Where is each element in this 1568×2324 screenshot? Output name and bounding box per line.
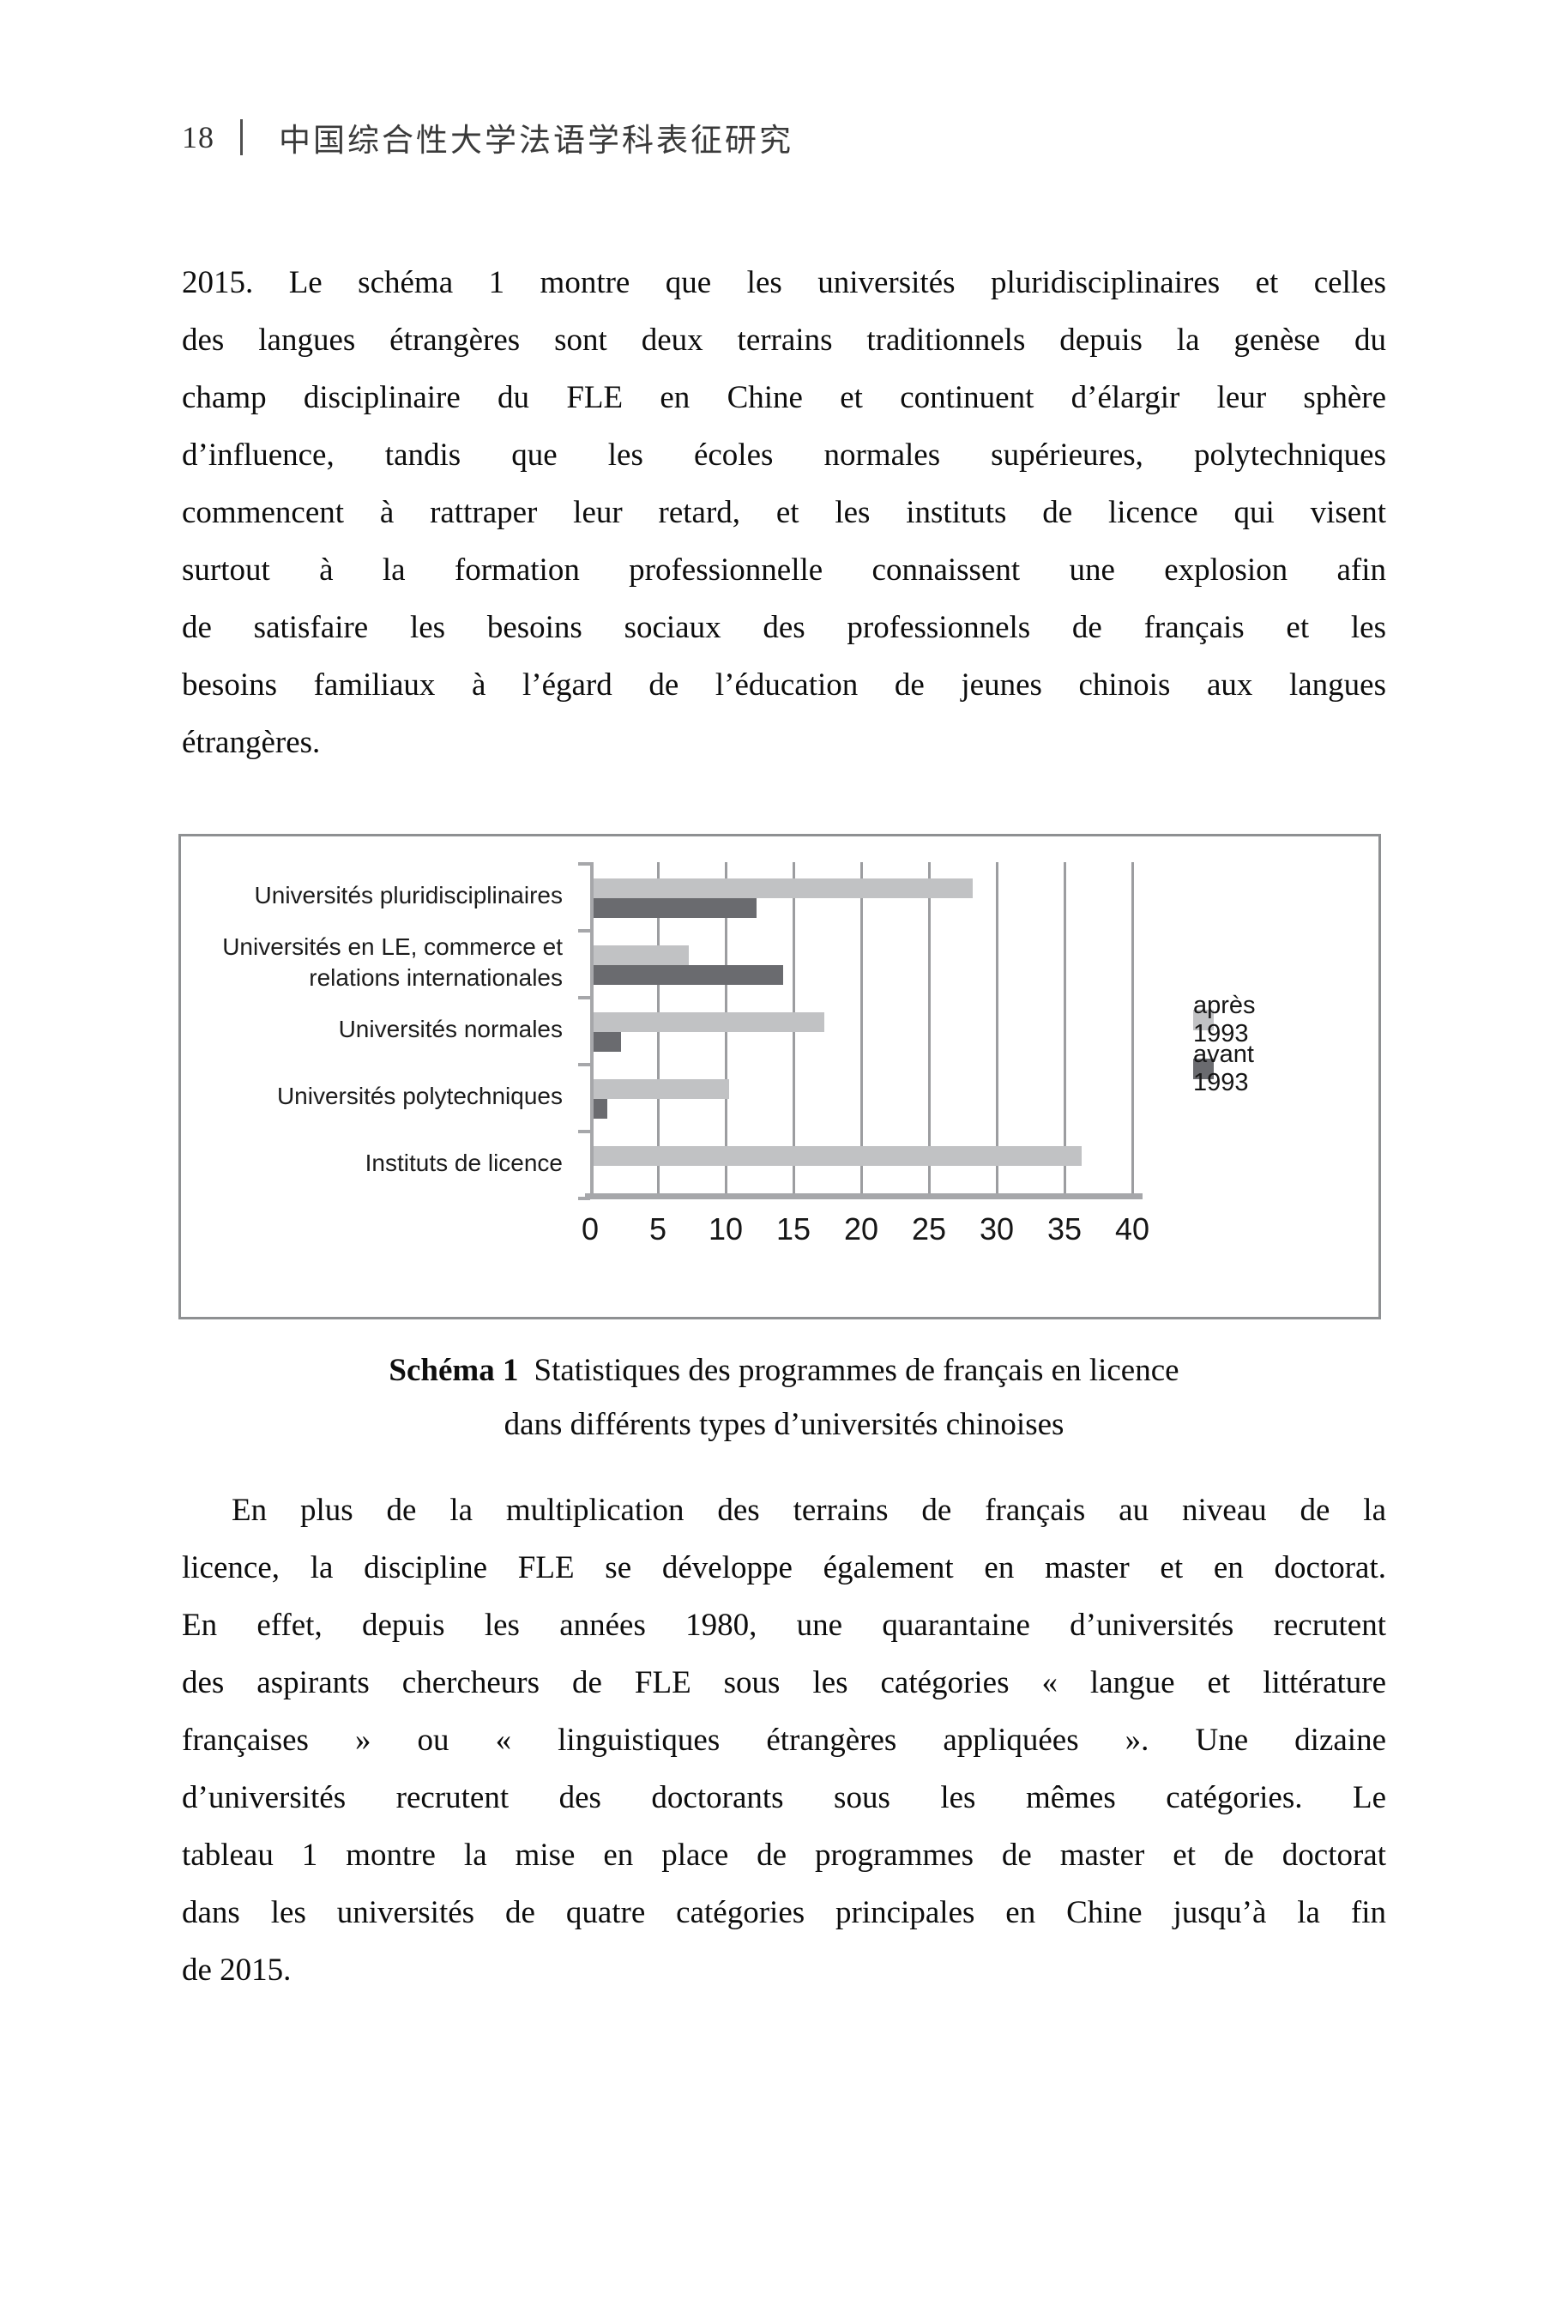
- figure-caption: Schéma 1 Statistiques des programmes de f…: [182, 1343, 1386, 1452]
- x-tick-label: 5: [648, 1211, 667, 1247]
- text-line: En effet, depuis les années 1980, une qu…: [182, 1608, 1386, 1643]
- text-line: licence, la discipline FLE se développe …: [182, 1550, 1386, 1585]
- text-line: françaises » ou « linguistiques étrangèr…: [182, 1723, 1386, 1758]
- legend-item: après 1993: [1193, 992, 1256, 1047]
- x-tick-label: 30: [979, 1211, 1015, 1247]
- x-tick-label: 0: [581, 1211, 600, 1247]
- bar: [594, 945, 689, 965]
- text-line: des langues étrangères sont deux terrain…: [182, 323, 1386, 358]
- legend-swatch: [1193, 1010, 1214, 1030]
- x-axis-line: [585, 1193, 1143, 1199]
- text-line: des aspirants chercheurs de FLE sous les…: [182, 1665, 1386, 1700]
- gridline: [928, 862, 931, 1194]
- legend-item: avant 1993: [1193, 1041, 1254, 1096]
- running-header: 18 中国综合性大学法语学科表征研究: [182, 115, 793, 160]
- text-line: d’universités recrutent des doctorants s…: [182, 1780, 1386, 1815]
- text-line: d’influence, tandis que les écoles norma…: [182, 438, 1386, 473]
- bar: [594, 1012, 824, 1032]
- y-axis-tick: [578, 996, 590, 999]
- bar: [594, 898, 757, 918]
- caption-label: Schéma 1: [389, 1353, 519, 1388]
- text-line: tableau 1 montre la mise en place de pro…: [182, 1838, 1386, 1873]
- legend-swatch: [1193, 1059, 1214, 1079]
- y-axis-tick: [578, 929, 590, 933]
- page-number: 18: [182, 120, 214, 154]
- text-line: étrangères.: [182, 725, 321, 760]
- legend-label: avant 1993: [1193, 1041, 1254, 1096]
- x-tick-label: 40: [1114, 1211, 1150, 1247]
- caption-text: Statistiques des programmes de français …: [534, 1353, 1179, 1388]
- y-axis-tick: [578, 862, 590, 866]
- text-line: surtout à la formation professionnelle c…: [182, 552, 1386, 588]
- gridline: [1064, 862, 1066, 1194]
- book-title: 中国综合性大学法语学科表征研究: [279, 124, 793, 159]
- category-label: Universités en LE, commerce et relations…: [222, 933, 563, 991]
- y-axis-tick: [578, 1197, 590, 1200]
- bar: [594, 1079, 729, 1099]
- caption-line-2: dans différents types d’universités chin…: [504, 1407, 1064, 1442]
- bar: [594, 1146, 1082, 1166]
- x-tick-label: 15: [775, 1211, 811, 1247]
- text-line: dans les universités de quatre catégorie…: [182, 1895, 1386, 1930]
- header-divider: [240, 119, 243, 155]
- caption-line-1: Schéma 1 Statistiques des programmes de f…: [182, 1343, 1386, 1397]
- text-line: commencent à rattraper leur retard, et l…: [182, 495, 1386, 530]
- paragraph-2: En plus de la multiplication des terrain…: [182, 1482, 1386, 1999]
- bar: [594, 965, 784, 985]
- gridline: [1131, 862, 1134, 1194]
- bar-chart-figure: Universités pluridisciplinaires Universit…: [178, 834, 1381, 1319]
- x-tick-label: 10: [708, 1211, 744, 1247]
- gridline: [860, 862, 863, 1194]
- category-label: Universités normales: [338, 1016, 563, 1042]
- y-axis-tick: [578, 1063, 590, 1066]
- legend-label: après 1993: [1193, 992, 1256, 1047]
- x-tick-label: 25: [911, 1211, 947, 1247]
- paragraph-1: 2015. Le schéma 1 montre que les univers…: [182, 254, 1386, 771]
- category-label: Universités polytechniques: [276, 1083, 563, 1109]
- category-label: Instituts de licence: [365, 1150, 563, 1176]
- text-line: de 2015.: [182, 1953, 292, 1988]
- x-tick-label: 20: [843, 1211, 879, 1247]
- bar: [594, 1099, 607, 1119]
- text-line: champ disciplinaire du FLE en Chine et c…: [182, 380, 1386, 415]
- y-axis-tick: [578, 1130, 590, 1133]
- bar: [594, 878, 974, 898]
- y-axis-line: [590, 862, 594, 1197]
- text-line: de satisfaire les besoins sociaux des pr…: [182, 610, 1386, 645]
- text-line: En plus de la multiplication des terrain…: [232, 1493, 1386, 1528]
- text-line: 2015. Le schéma 1 montre que les univers…: [182, 265, 1386, 300]
- text-line: besoins familiaux à l’égard de l’éducati…: [182, 667, 1386, 703]
- bar: [594, 1032, 621, 1052]
- x-tick-label: 35: [1046, 1211, 1083, 1247]
- category-label: Universités pluridisciplinaires: [254, 882, 563, 908]
- gridline: [996, 862, 998, 1194]
